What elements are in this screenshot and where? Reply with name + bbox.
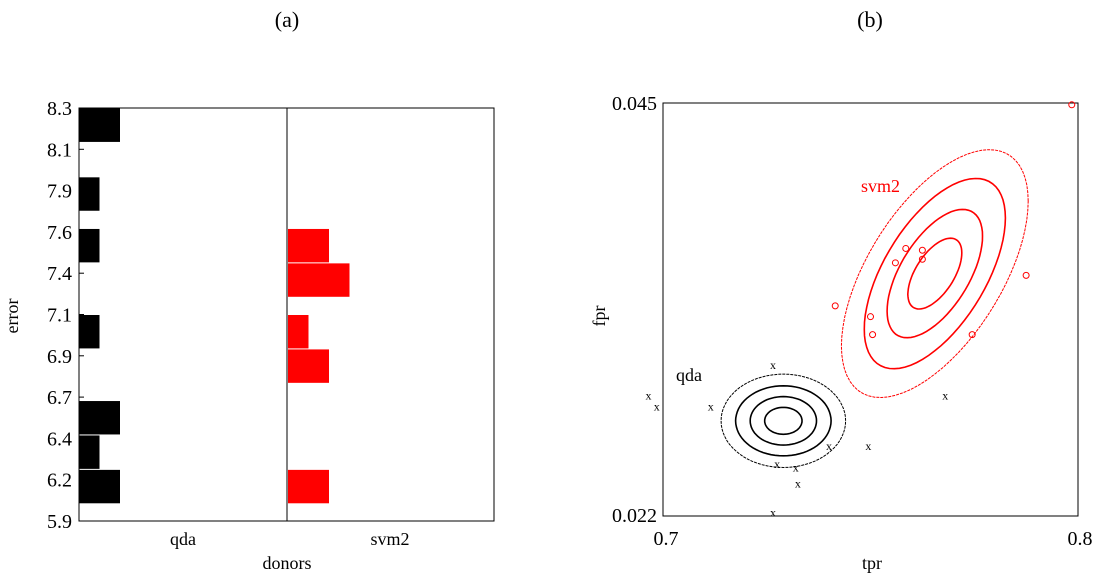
- bar-qda-4: [79, 228, 100, 263]
- point-qda-5: x: [793, 461, 799, 475]
- point-qda-8: x: [795, 477, 801, 491]
- contour-svm2-1: [886, 208, 984, 339]
- bar-qda-0: [79, 469, 120, 504]
- contour-svm2-2: [863, 177, 1007, 370]
- panel-b-contours: [720, 149, 1029, 469]
- y-tick-0.022: 0.022: [612, 505, 657, 527]
- y-tick-5.9: 5.9: [47, 511, 72, 533]
- y-tick-6.9: 6.9: [47, 346, 72, 368]
- bar-svm2-3: [288, 263, 350, 297]
- panel-b-y-label: fpr: [589, 306, 609, 327]
- bar-svm2-2: [288, 315, 309, 349]
- point-qda-2: x: [708, 399, 714, 413]
- point-svm2-1: [831, 302, 839, 310]
- point-qda-0: x: [645, 389, 651, 403]
- point-qda-1: x: [654, 399, 660, 413]
- y-tick-6.7: 6.7: [47, 387, 72, 409]
- point-svm2-3: [869, 331, 877, 339]
- panel-a-label: (a): [275, 7, 299, 32]
- bar-qda-2: [79, 401, 120, 435]
- panel-b-frame: [662, 102, 1079, 517]
- contour-svm2-0: [906, 237, 963, 310]
- y-tick-8.1: 8.1: [47, 139, 72, 161]
- x-tick-0.8: 0.8: [1068, 528, 1093, 550]
- point-qda-3: x: [770, 358, 776, 372]
- panel-a-y-ticks: 5.9 6.2 6.4 6.7 6.9 7.1 7.4 7.6 7.9 8.1 8.3: [47, 98, 84, 533]
- bar-qda-3: [79, 315, 100, 349]
- bar-svm2-0: [288, 469, 329, 504]
- series-label-svm2: svm2: [861, 176, 900, 196]
- group-label-qda: qda: [170, 529, 196, 549]
- panel-b-x-label: tpr: [862, 553, 882, 573]
- contour-qda-0: [763, 406, 803, 436]
- series-label-qda: qda: [676, 365, 702, 385]
- point-svm2-5: [902, 244, 910, 252]
- y-tick-8.3: 8.3: [47, 98, 72, 120]
- bar-qda-1: [79, 435, 100, 469]
- point-svm2-0: [1068, 101, 1076, 109]
- contour-qda-2: [734, 384, 832, 457]
- panel-b-label: (b): [857, 7, 883, 32]
- y-tick-6.2: 6.2: [47, 470, 72, 492]
- panel-a-y-label: error: [2, 299, 22, 334]
- panel-a-histogram: 5.9 6.2 6.4 6.7 6.9 7.1 7.4 7.6 7.9 8.1 8.3 qda sv…: [2, 98, 495, 573]
- y-tick-7.1: 7.1: [47, 305, 72, 327]
- bar-svm2-1: [288, 349, 329, 383]
- group-label-svm2: svm2: [370, 529, 409, 549]
- bar-qda-5: [79, 177, 100, 211]
- point-qda-10: x: [942, 389, 948, 403]
- contour-svm2-3: [840, 149, 1029, 399]
- point-svm2-9: [1022, 271, 1030, 279]
- point-svm2-2: [867, 313, 874, 321]
- bar-qda-6: [79, 108, 120, 142]
- y-tick-6.4: 6.4: [47, 428, 72, 450]
- contour-qda-3: [720, 373, 847, 469]
- y-tick-7.6: 7.6: [47, 222, 72, 244]
- panel-a-x-label: donors: [263, 553, 312, 573]
- panel-a-bars: [79, 108, 350, 504]
- point-qda-9: x: [770, 505, 776, 519]
- point-svm2-6: [918, 246, 926, 254]
- point-qda-4: x: [774, 457, 780, 471]
- y-tick-7.9: 7.9: [47, 181, 72, 203]
- point-svm2-7: [918, 255, 926, 263]
- point-qda-7: x: [865, 439, 871, 453]
- point-qda-6: x: [826, 439, 832, 453]
- point-svm2-4: [891, 259, 899, 267]
- point-svm2-8: [968, 331, 976, 339]
- bar-svm2-4: [288, 228, 329, 263]
- contour-qda-1: [749, 395, 818, 446]
- y-tick-7.4: 7.4: [47, 263, 72, 285]
- y-tick-0.045: 0.045: [612, 93, 657, 115]
- x-tick-0.7: 0.7: [654, 528, 679, 550]
